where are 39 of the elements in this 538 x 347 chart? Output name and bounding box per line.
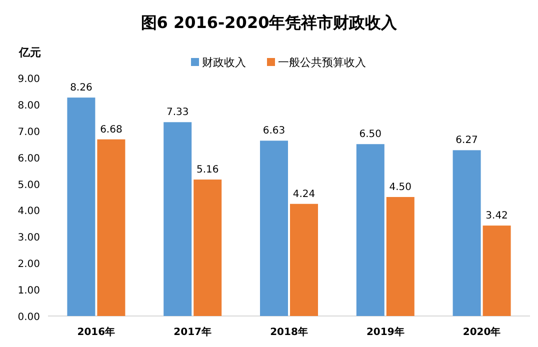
data-label: 4.24 <box>292 188 316 200</box>
bar <box>452 150 481 316</box>
y-tick-label: 4.00 <box>18 206 40 218</box>
bar <box>194 180 222 316</box>
y-tick-label: 7.00 <box>18 126 40 138</box>
data-label: 3.42 <box>486 210 508 222</box>
data-label: 6.27 <box>456 135 478 146</box>
bar <box>386 197 414 316</box>
y-tick-label: 3.00 <box>18 232 40 244</box>
data-label: 6.50 <box>359 129 382 140</box>
data-label: 6.68 <box>100 124 122 136</box>
y-tick-label: 0.00 <box>18 312 40 323</box>
x-tick-label: 2017年 <box>174 326 212 338</box>
y-tick-label: 8.00 <box>18 100 40 112</box>
bar <box>164 122 192 316</box>
bar <box>97 139 126 316</box>
bar <box>356 144 384 316</box>
legend-label: 财政收入 <box>202 56 246 69</box>
y-tick-label: 2.00 <box>18 259 40 270</box>
y-axis-title: 亿元 <box>18 46 41 59</box>
bar <box>482 226 511 316</box>
data-label: 6.63 <box>262 126 286 137</box>
data-label: 8.26 <box>70 82 92 94</box>
legend-label: 一般公共预算收入 <box>278 56 366 69</box>
data-label: 7.33 <box>166 107 189 118</box>
bar <box>67 98 96 316</box>
data-label: 4.50 <box>389 182 412 193</box>
bar <box>260 140 288 316</box>
y-tick-label: 6.00 <box>18 153 40 164</box>
x-tick-label: 2019年 <box>366 326 404 338</box>
x-tick-label: 2016年 <box>77 326 116 338</box>
chart-title: 图6 2016-2020年凭祥市财政收入 <box>140 13 398 32</box>
y-tick-label: 5.00 <box>18 180 40 191</box>
x-tick-label: 2018年 <box>270 326 308 338</box>
y-tick-label: 9.00 <box>18 74 40 85</box>
data-label: 5.16 <box>196 164 219 176</box>
y-tick-label: 1.00 <box>18 286 40 297</box>
x-tick-label: 2020年 <box>462 326 501 338</box>
bar <box>290 204 318 316</box>
